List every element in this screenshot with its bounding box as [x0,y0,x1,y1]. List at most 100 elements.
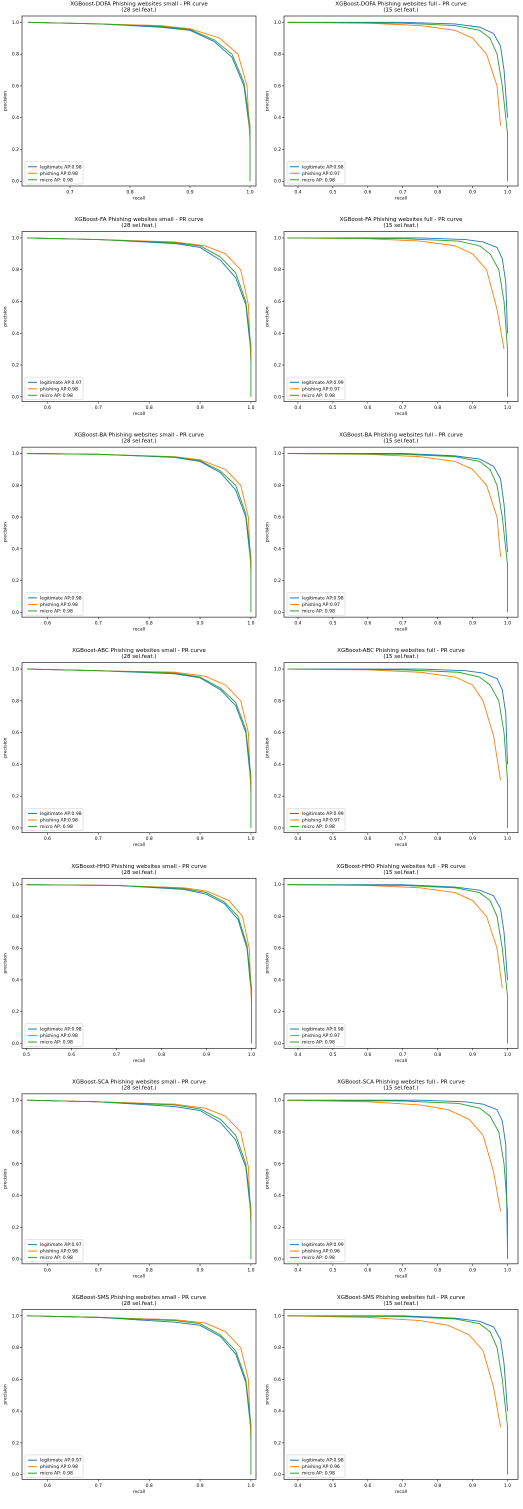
y-tick-label: 1.0 [274,882,281,888]
chart-panel: XGBoost-HHO Phishing websites small - PR… [3,864,257,1064]
x-tick-label: 1.0 [248,1052,255,1058]
legend-box [24,376,84,400]
y-tick-label: 1.0 [274,1313,281,1319]
y-tick-label: 0.0 [274,179,281,185]
chart-title: XGBoost-FA Phishing websites full - PR c… [340,217,463,223]
x-tick-label: 0.6 [44,405,51,411]
x-axis-label: recall [395,1489,407,1495]
y-axis-label: precision [3,522,9,542]
y-tick-label: 1.0 [274,20,281,26]
x-tick-label: 0.6 [44,621,51,627]
plot-area [21,15,257,187]
legend-label: legitimate AP:0.98 [302,164,344,170]
legend-label: legitimate AP:0.99 [302,1242,344,1248]
pr-curve [287,884,508,1044]
y-tick-label: 0.4 [12,115,19,121]
y-tick-label: 0.0 [12,825,19,831]
y-tick-label: 0.6 [274,83,281,89]
chart-title: XGBoost-ABC Phishing websites full - PR … [337,648,465,654]
y-tick-label: 0.4 [274,762,281,768]
legend-label: phishing AP:0.98 [40,817,78,823]
x-tick-label: 1.0 [247,621,254,627]
legend-label: legitimate AP:0.98 [40,595,82,601]
x-tick-label: 0.7 [399,836,406,842]
x-tick-label: 0.4 [294,1052,301,1058]
legend-label: micro AP: 0.98 [302,608,335,614]
y-axis-label: precision [265,953,271,973]
x-tick-label: 0.8 [146,1267,153,1273]
x-tick-label: 0.6 [44,836,51,842]
chart-subtitle: (15 sel.feat.) [383,8,418,14]
x-axis-label: recall [395,1058,407,1064]
y-tick-label: 1.0 [274,1098,281,1104]
pr-curve [287,21,501,126]
y-tick-label: 1.0 [12,451,19,457]
pr-curve [27,1315,252,1475]
y-tick-label: 0.4 [12,1409,19,1415]
y-tick-label: 1.0 [12,1313,19,1319]
chart-subtitle: (15 sel.feat.) [383,870,418,876]
x-tick-label: 0.6 [364,190,371,196]
plot-area [21,231,257,402]
legend-box [286,807,346,831]
legend-label: phishing AP:0.98 [40,1033,78,1039]
y-tick-label: 1.0 [12,667,19,673]
chart-panel: XGBoost-BA Phishing websites full - PR c… [265,433,519,633]
y-tick-label: 0.6 [12,515,19,521]
x-tick-label: 1.0 [247,405,254,411]
x-tick-label: 0.9 [196,405,203,411]
y-tick-label: 0.2 [274,363,281,369]
x-tick-label: 0.7 [399,405,406,411]
y-axis-label: precision [3,1384,9,1404]
chart-title: XGBoost-BA Phishing websites small - PR … [74,433,205,439]
legend-label: legitimate AP:0.98 [302,1458,344,1464]
chart-title: XGBoost-FA Phishing websites small - PR … [75,217,205,223]
x-tick-label: 1.0 [504,836,511,842]
chart-subtitle: (28 sel.feat.) [121,439,156,445]
pr-curve [287,884,503,988]
plot-area [21,877,257,1049]
y-axis-label: precision [265,306,271,326]
y-tick-label: 0.2 [274,794,281,800]
chart-panel: XGBoost-SCA Phishing websites full - PR … [265,1079,519,1279]
x-tick-label: 0.8 [146,621,153,627]
x-tick-label: 0.5 [329,1483,336,1489]
x-tick-label: 0.8 [146,1483,153,1489]
pr-curve [287,1315,508,1412]
y-tick-label: 1.0 [12,235,19,241]
x-tick-label: 1.0 [246,190,253,196]
legend-label: phishing AP:0.97 [302,386,340,392]
y-tick-label: 1.0 [12,1098,19,1104]
y-tick-label: 0.4 [12,762,19,768]
y-tick-label: 0.6 [12,1161,19,1167]
x-tick-label: 0.8 [146,405,153,411]
y-tick-label: 1.0 [12,20,19,26]
y-axis-label: precision [265,522,271,542]
x-tick-label: 0.9 [469,405,476,411]
pr-curve [287,884,508,981]
y-tick-label: 1.0 [274,667,281,673]
y-tick-label: 0.8 [274,1345,281,1351]
chart-subtitle: (28 sel.feat.) [121,1085,156,1091]
legend-label: micro AP: 0.98 [40,824,73,830]
chart-title: XGBoost-HHO Phishing websites small - PR… [71,864,207,870]
x-tick-label: 0.9 [469,621,476,627]
legend-label: micro AP: 0.98 [40,393,73,399]
plot-area [283,231,519,402]
x-tick-label: 0.7 [399,621,406,627]
x-tick-label: 0.8 [158,1052,165,1058]
x-tick-label: 1.0 [504,190,511,196]
y-tick-label: 0.6 [12,299,19,305]
x-tick-label: 0.5 [329,405,336,411]
plot-area [283,446,519,618]
pr-curve [287,237,505,350]
x-axis-label: recall [133,842,145,848]
x-axis-label: recall [395,842,407,848]
chart-title: XGBoost-SMS Phishing websites full - PR … [337,1295,466,1301]
legend-label: phishing AP:0.98 [40,386,78,392]
legend-label: legitimate AP:0.99 [302,811,344,817]
y-tick-label: 0.0 [12,1257,19,1263]
x-tick-label: 0.4 [294,836,301,842]
chart-panel: XGBoost-ABC Phishing websites small - PR… [3,648,257,848]
x-tick-label: 0.7 [95,836,102,842]
